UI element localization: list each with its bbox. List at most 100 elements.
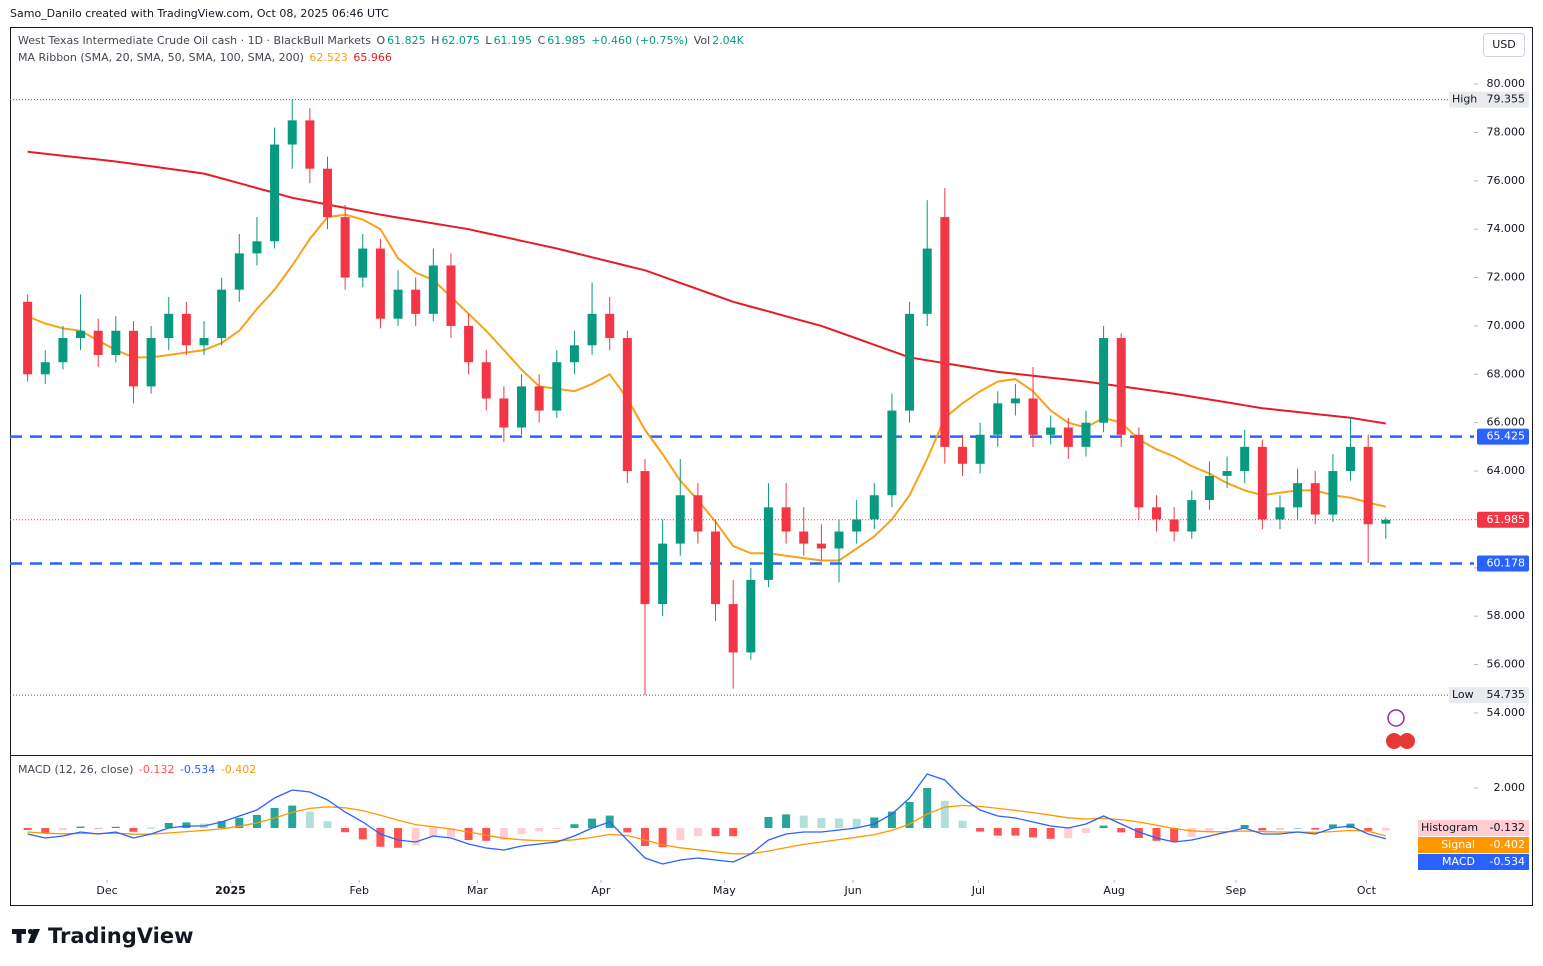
y-tick-label: 78.000 [1487,125,1526,138]
x-tick-label: Sep [1226,884,1247,897]
histogram-bar [1064,828,1073,839]
candle-body [922,248,932,314]
volume-label: Vol [693,34,711,47]
candle-body [869,495,879,520]
extreme-box [1449,687,1529,704]
candle-body [1381,519,1391,524]
histogram-bar [1099,825,1108,828]
y-tick-label: 68.000 [1487,367,1526,380]
indicator-value: -0.402 [1490,838,1525,851]
histogram-bar [1134,828,1143,838]
histogram-bar [1152,828,1161,841]
ohlc-value: 62.075 [441,34,480,47]
indicator-title: MA Ribbon (SMA, 20, SMA, 50, SMA, 100, S… [18,51,304,64]
indicator-name: MACD [1442,855,1475,868]
histogram-bar [305,811,314,828]
candle-body [816,543,826,549]
histogram-bar [341,828,350,833]
histogram-bar [394,828,403,848]
indicator-value: -0.132 [1490,821,1525,834]
candle-body [252,241,262,254]
logo-mark [12,928,40,943]
histogram-bar [358,828,367,840]
candle-body [464,325,474,363]
candle-body [217,289,227,339]
histogram-bar [1187,828,1196,838]
candle-body [322,168,332,218]
candle-body [552,362,562,411]
candle-body [887,410,897,496]
event-icons [1386,709,1415,749]
candle-body [146,338,156,387]
candle-body [905,313,915,411]
histogram-bar [499,828,508,840]
candle-body [1346,446,1356,472]
brand-name: TradingView [48,924,194,948]
histogram-bar [517,828,526,835]
candle-body [1046,427,1056,435]
candle-body [1328,471,1338,515]
histogram-bar [76,826,85,828]
histogram-bar [23,828,32,830]
ma-value: 65.966 [353,51,392,64]
histogram-bar [676,828,685,841]
indicator-box [1418,837,1529,853]
candle-body [534,386,544,411]
histogram-bar [41,828,50,833]
candle-body [1028,398,1038,435]
candle-body [23,301,33,375]
candle-body [270,144,280,242]
candle-body [1081,422,1091,447]
histogram-bar [1364,828,1373,831]
histogram-bar [288,805,297,828]
candle-body [975,434,985,464]
indicator-box [1418,854,1529,870]
histogram-bar [1081,828,1090,833]
histogram-bar [693,828,702,837]
histogram-bar [217,821,226,828]
histogram-bar [1275,828,1284,830]
histogram-bar [1117,828,1126,833]
currency-button[interactable]: USD [1483,33,1525,57]
price-box [1477,511,1529,528]
extreme-label: High [1452,93,1477,106]
histogram-bar [1223,828,1232,829]
candle-body [852,519,862,532]
extreme-box [1449,91,1529,108]
histogram-bar [1240,825,1249,828]
candle-body [340,217,350,278]
y-tick-label: 66.000 [1487,416,1526,429]
candle-body [76,330,86,339]
histogram-bar [376,828,385,847]
histogram-bar [235,817,244,828]
change-value: +0.460 (+0.75%) [591,34,689,47]
histogram-bar [905,802,914,828]
extreme-value: 79.355 [1487,93,1526,106]
histogram-bar [411,828,420,846]
candle-body [358,248,368,278]
candle-body [622,338,632,472]
volume-value: 2.04K [712,34,744,47]
candle-body [1134,434,1144,508]
histogram-bar [182,822,191,828]
histogram-bar [729,828,738,837]
histogram-bar [1293,828,1302,829]
histogram-bar [482,828,491,841]
candle-body [763,507,773,580]
extreme-value: 54.735 [1487,688,1526,701]
candle-body [1204,475,1214,501]
level-box [1477,555,1529,572]
histogram-bar [640,828,649,846]
y-tick-label: 2.000 [1494,781,1526,794]
histogram-bar [870,817,879,828]
ohlc-label: L [485,34,492,47]
candle-body [1293,483,1303,508]
histogram-bar [976,828,985,832]
candle-body [111,330,121,355]
candle-body [411,289,421,314]
histogram-bar [1205,828,1214,833]
x-tick-label: May [713,884,736,897]
x-tick-label: Jul [971,884,985,897]
